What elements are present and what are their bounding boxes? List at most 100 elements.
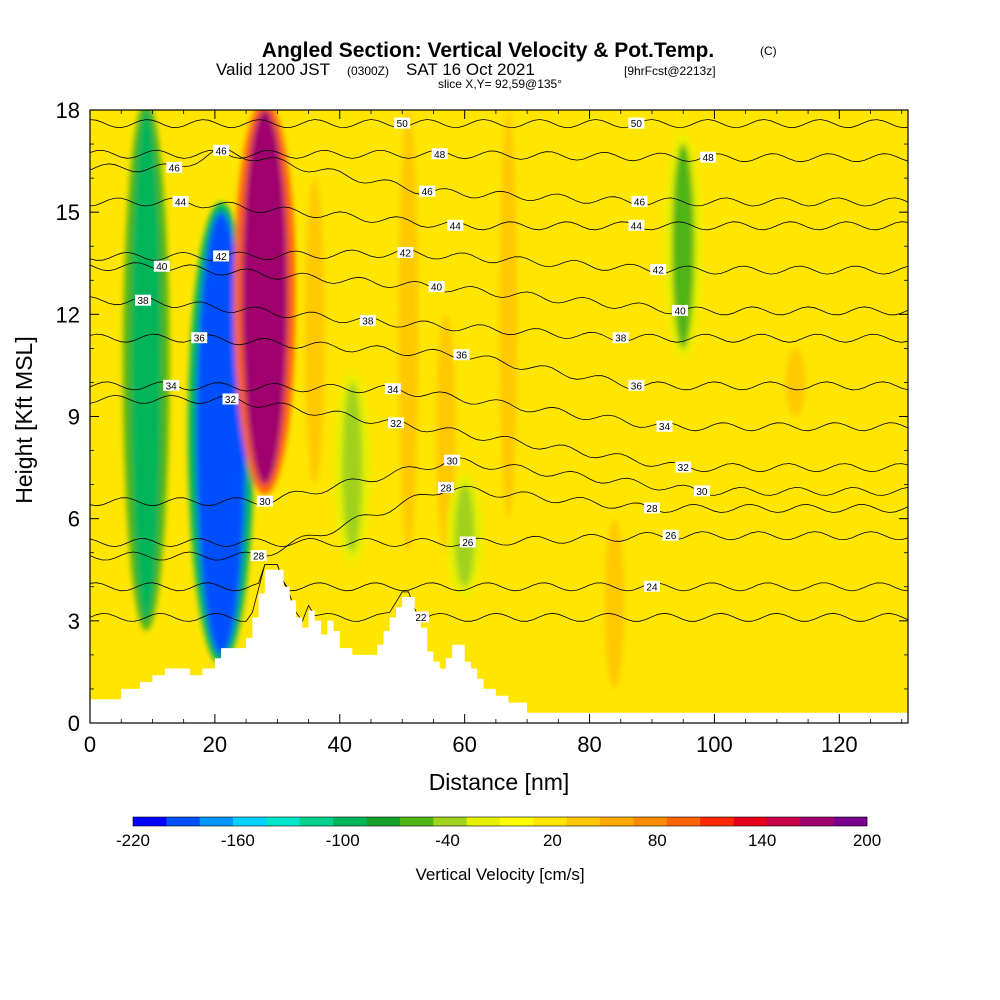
colorbar-swatch-5 [299, 817, 334, 826]
colorbar-swatch-3 [233, 817, 267, 826]
theta-label-38-0: 38 [138, 296, 150, 307]
y-tick-label-3: 3 [68, 609, 80, 634]
terrain [90, 569, 908, 723]
theta-label-bg [444, 454, 461, 466]
colorbar-swatch-14 [600, 817, 634, 826]
theta-label-bg [153, 260, 170, 272]
theta-label-bg [172, 195, 189, 207]
theta-label-bg [672, 304, 689, 316]
theta-contour-34 [90, 381, 908, 432]
velocity-feature-3 [304, 178, 325, 485]
theta-label-48-1: 48 [703, 153, 715, 164]
theta-label-bg [447, 219, 464, 231]
colorbar-swatch-15 [633, 817, 668, 826]
colorbar-swatch-19 [766, 817, 801, 826]
colorbar-tick-label-3: -40 [435, 831, 460, 850]
theta-label-26-1: 26 [665, 531, 677, 542]
valid-date: SAT 16 Oct 2021 [406, 60, 535, 79]
theta-contour-24 [90, 564, 908, 592]
theta-label-46-3: 46 [634, 197, 646, 208]
colorbar-tick-label-5: 80 [648, 831, 667, 850]
title-mark: (C) [760, 44, 777, 58]
colorbar-swatch-17 [700, 817, 734, 826]
theta-label-bg [222, 393, 239, 405]
theta-label-bg [387, 417, 404, 429]
colorbar-swatch-13 [566, 817, 601, 826]
colorbar-tick-label-4: 20 [543, 831, 562, 850]
velocity-feature-5 [398, 110, 419, 553]
theta-label-bg [628, 219, 645, 231]
x-tick-label-80: 80 [577, 732, 601, 757]
y-axis-label: Height [Kft MSL] [11, 336, 37, 503]
theta-label-40-0: 40 [156, 262, 168, 273]
theta-label-46-0: 46 [169, 163, 181, 174]
colorbar-tick-label-6: 140 [748, 831, 776, 850]
theta-label-48-0: 48 [434, 150, 446, 161]
colorbar-swatch-8 [399, 817, 434, 826]
theta-contour-44 [90, 197, 908, 231]
theta-label-46-1: 46 [216, 146, 228, 157]
theta-label-bg [191, 332, 208, 344]
theta-label-32-2: 32 [678, 463, 690, 474]
colorbar-tick-label-0: -220 [116, 831, 150, 850]
colorbar-swatch-10 [466, 817, 501, 826]
colorbar-tick-label-7: 200 [853, 831, 881, 850]
theta-contour-38 [90, 296, 908, 343]
theta-contour-50 [90, 119, 908, 129]
valid-time: Valid 1200 JST [216, 60, 330, 79]
theta-label-bg [412, 611, 429, 623]
x-tick-label-100: 100 [696, 732, 733, 757]
theta-label-30-1: 30 [447, 456, 459, 467]
theta-contour-22 [90, 564, 908, 623]
theta-label-32-0: 32 [225, 395, 237, 406]
theta-label-bg [213, 250, 230, 262]
theta-label-36-0: 36 [194, 334, 206, 345]
colorbar-swatch-16 [666, 817, 701, 826]
theta-label-bg [693, 485, 710, 497]
theta-contour-labels: 22 24 26 26 28 28 28 30 30 30 32 32 32 34 34 34 36 36 36 38… [135, 117, 717, 624]
theta-contours [90, 119, 908, 623]
theta-label-bg [431, 148, 448, 160]
theta-label-38-1: 38 [362, 317, 374, 328]
theta-label-38-2: 38 [615, 334, 627, 345]
x-tick-label-0: 0 [84, 732, 96, 757]
x-axis-label: Distance [nm] [429, 769, 570, 795]
theta-contour-30 [90, 457, 908, 507]
theta-label-42-1: 42 [400, 249, 412, 260]
theta-label-bg [428, 281, 445, 293]
colorbar-swatch-6 [333, 817, 367, 826]
colorbar-swatch-7 [366, 817, 401, 826]
theta-label-34-2: 34 [659, 422, 671, 433]
y-tick-label-0: 0 [68, 711, 80, 736]
velocity-feature-4 [342, 382, 363, 553]
velocity-feature-1 [196, 212, 247, 655]
theta-label-bg [213, 144, 230, 156]
colorbar-frame [132, 816, 868, 827]
colorbar-swatch-4 [266, 817, 301, 826]
theta-label-bg [437, 482, 454, 494]
velocity-feature-7 [454, 484, 475, 587]
theta-label-44-2: 44 [631, 221, 643, 232]
theta-label-26-0: 26 [462, 538, 474, 549]
theta-label-bg [135, 294, 152, 306]
theta-contour-40 [90, 262, 908, 316]
theta-label-bg [643, 580, 660, 592]
theta-label-50-1: 50 [631, 119, 643, 130]
colorbar-swatch-9 [433, 817, 467, 826]
velocity-feature-2 [241, 110, 288, 485]
x-tick-label-20: 20 [203, 732, 227, 757]
colorbar-swatch-21 [833, 817, 868, 826]
theta-label-24-0: 24 [646, 582, 658, 593]
colorbar-swatch-1 [166, 817, 201, 826]
theta-label-36-1: 36 [456, 351, 468, 362]
theta-label-bg [397, 247, 414, 259]
theta-label-bg [700, 151, 717, 163]
colorbar-swatch-0 [133, 817, 167, 826]
velocity-feature-8 [499, 110, 518, 519]
colorbar-swatch-12 [533, 817, 568, 826]
colorbar-swatch-2 [199, 817, 234, 826]
theta-label-34-1: 34 [387, 385, 399, 396]
